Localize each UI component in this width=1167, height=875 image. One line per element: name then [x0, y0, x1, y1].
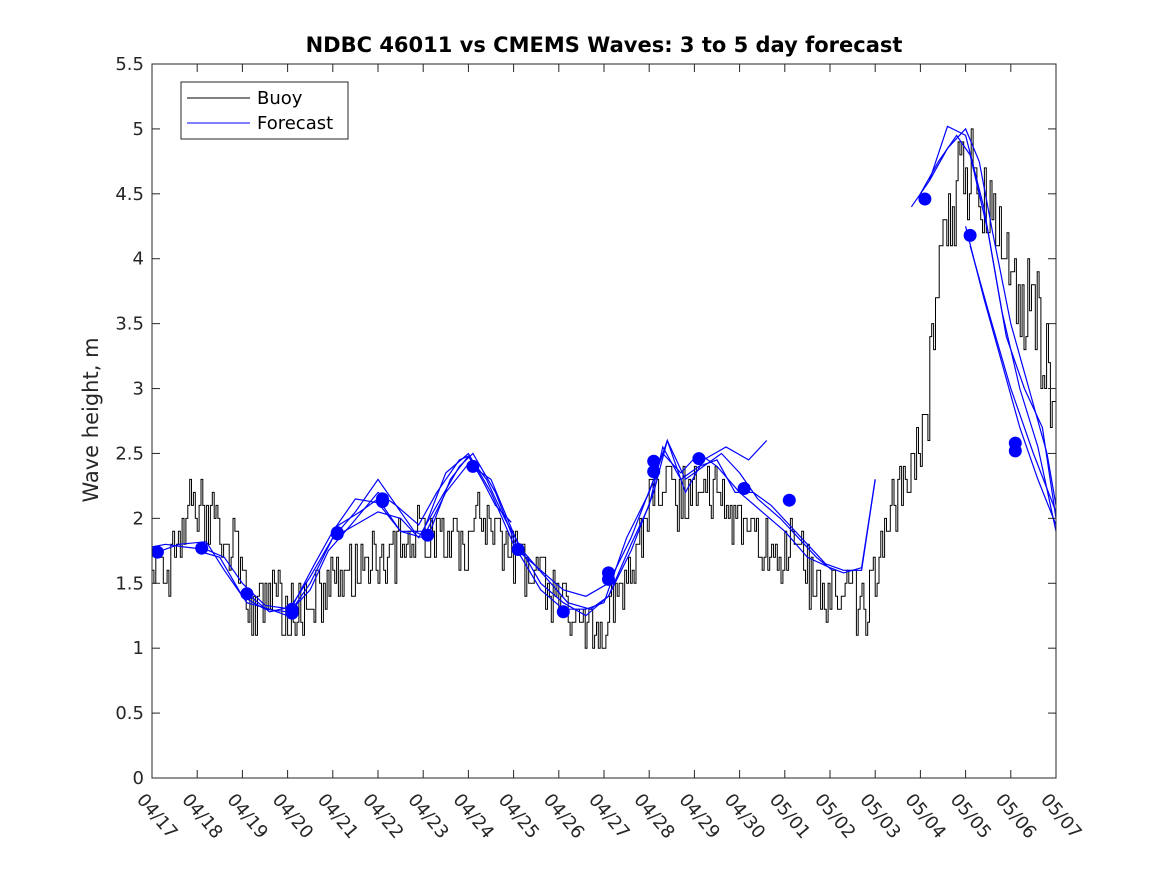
forecast-series-line-5	[332, 452, 876, 610]
forecast-marker-5	[285, 606, 299, 620]
y-tick-label: 1	[133, 638, 144, 659]
y-tick-label: 2	[133, 508, 144, 529]
forecast-marker-1	[152, 545, 164, 559]
forecast-marker-16	[647, 454, 661, 468]
y-tick-label: 1.5	[115, 573, 144, 594]
forecast-series-line-6	[910, 127, 1056, 506]
forecast-marker-7	[330, 527, 344, 541]
forecast-marker-11	[466, 459, 480, 473]
x-tick-label: 04/22	[358, 790, 407, 843]
forecast-marker-12	[511, 543, 525, 556]
forecast-marker-15	[602, 572, 615, 586]
x-tick-label: 05/05	[946, 790, 995, 843]
forecast-marker-9	[376, 495, 389, 508]
y-tick-label: 4	[133, 249, 144, 270]
x-tick-label: 04/23	[403, 790, 452, 843]
plot-area	[152, 125, 1056, 649]
x-tick-label: 05/06	[991, 790, 1040, 843]
forecast-marker-22	[963, 228, 977, 242]
axes-box	[151, 63, 1057, 779]
x-tick-label: 04/19	[223, 790, 272, 843]
forecast-marker-2	[195, 541, 209, 555]
forecast-marker-17	[647, 465, 661, 479]
x-tick-label: 05/01	[765, 790, 814, 843]
forecast-marker-20	[782, 493, 796, 507]
legend-forecast-label: Forecast	[257, 113, 333, 134]
forecast-marker-19	[737, 482, 751, 495]
forecast-marker-3	[240, 587, 254, 601]
x-tick-label: 05/02	[810, 790, 859, 843]
forecast-marker-10	[421, 528, 435, 542]
forecast-marker-18	[692, 452, 706, 466]
x-tick-label: 05/03	[855, 790, 904, 843]
y-tick-label: 2.5	[115, 443, 144, 464]
y-tick-label: 0.5	[115, 703, 144, 724]
axes: 00.511.522.533.544.555.504/1704/1804/190…	[115, 54, 1085, 843]
y-tick-label: 3	[133, 379, 144, 400]
x-tick-label: 04/25	[494, 790, 543, 843]
y-tick-label: 5	[133, 119, 144, 140]
legend-box	[180, 81, 349, 140]
legend: Buoy Forecast	[180, 81, 349, 140]
y-tick-label: 0	[133, 768, 144, 789]
y-axis-label: Wave height, m	[79, 337, 103, 502]
x-tick-label: 04/30	[720, 790, 769, 843]
y-tick-label: 3.5	[115, 314, 144, 335]
chart-title: NDBC 46011 vs CMEMS Waves: 3 to 5 day fo…	[306, 33, 903, 57]
x-tick-label: 04/24	[449, 790, 498, 843]
legend-buoy-label: Buoy	[257, 88, 303, 109]
x-tick-label: 04/27	[584, 790, 633, 843]
x-tick-label: 04/18	[177, 790, 226, 843]
forecast-series-line-3	[197, 445, 876, 613]
forecast-series-line-10	[969, 245, 1056, 513]
x-tick-label: 05/04	[901, 790, 950, 843]
y-tick-label: 5.5	[115, 54, 144, 75]
x-tick-label: 04/28	[629, 790, 678, 843]
y-tick-label: 4.5	[115, 184, 144, 205]
x-tick-label: 05/07	[1036, 790, 1085, 843]
forecast-marker-24	[1008, 444, 1022, 458]
forecast-marker-21	[918, 192, 932, 206]
x-tick-label: 04/29	[675, 790, 724, 843]
x-tick-label: 04/21	[313, 790, 362, 843]
buoy-series-line	[152, 128, 1056, 649]
forecast-series-line-8	[928, 125, 1056, 532]
x-tick-label: 04/17	[132, 790, 181, 843]
forecast-marker-13	[556, 605, 570, 619]
x-tick-label: 04/26	[539, 790, 588, 843]
x-tick-label: 04/20	[268, 790, 317, 843]
